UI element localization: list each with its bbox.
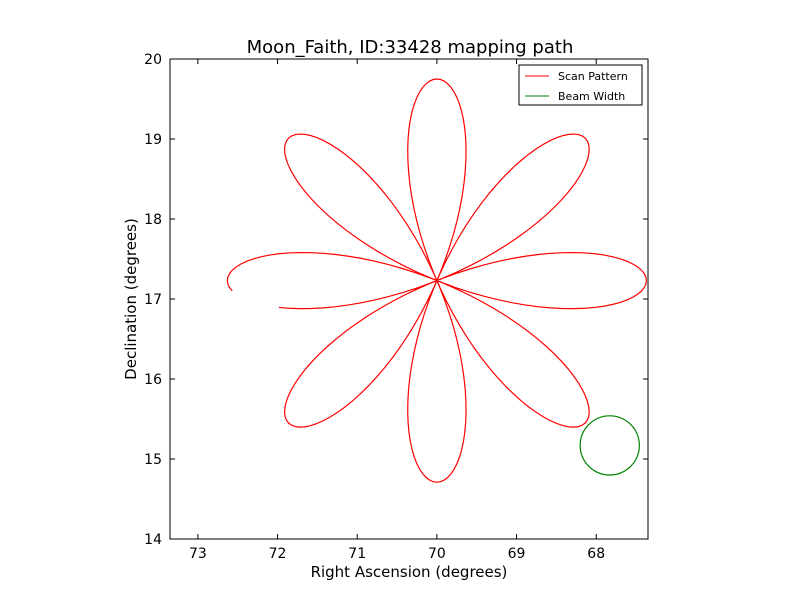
ticks-layer: 73 72 71 70 69 68 14 15 16 17 18 19 20 [144, 52, 648, 562]
y-tick-label: 18 [144, 212, 162, 228]
x-tick-label: 68 [587, 546, 605, 562]
legend-label-beam-width: Beam Width [558, 90, 625, 103]
y-axis-label: Declination (degrees) [122, 218, 140, 380]
y-tick-label: 20 [144, 52, 162, 68]
y-tick-label: 19 [144, 132, 162, 148]
series-line-scan-pattern [226, 78, 648, 483]
series-layer [226, 78, 648, 483]
plot-background [170, 59, 648, 539]
y-tick-label: 14 [144, 532, 162, 548]
chart-title: Moon_Faith, ID:33428 mapping path [247, 37, 574, 58]
plot-frame [169, 58, 649, 540]
x-tick-label: 72 [269, 546, 287, 562]
y-tick-label: 16 [144, 372, 162, 388]
legend-box [518, 64, 643, 106]
series-line-beam-width [579, 415, 640, 476]
plot-area: 73 72 71 70 69 68 14 15 16 17 18 19 20 [144, 52, 649, 562]
y-tick-label: 15 [144, 452, 162, 468]
x-tick-label: 69 [508, 546, 526, 562]
legend-label-scan-pattern: Scan Pattern [558, 70, 628, 83]
x-tick-label: 70 [428, 546, 446, 562]
x-axis-label: Right Ascension (degrees) [311, 563, 508, 581]
x-tick-label: 71 [348, 546, 366, 562]
x-tick-label: 73 [189, 546, 207, 562]
legend: Scan Pattern Beam Width [518, 64, 643, 106]
y-tick-label: 17 [144, 292, 162, 308]
